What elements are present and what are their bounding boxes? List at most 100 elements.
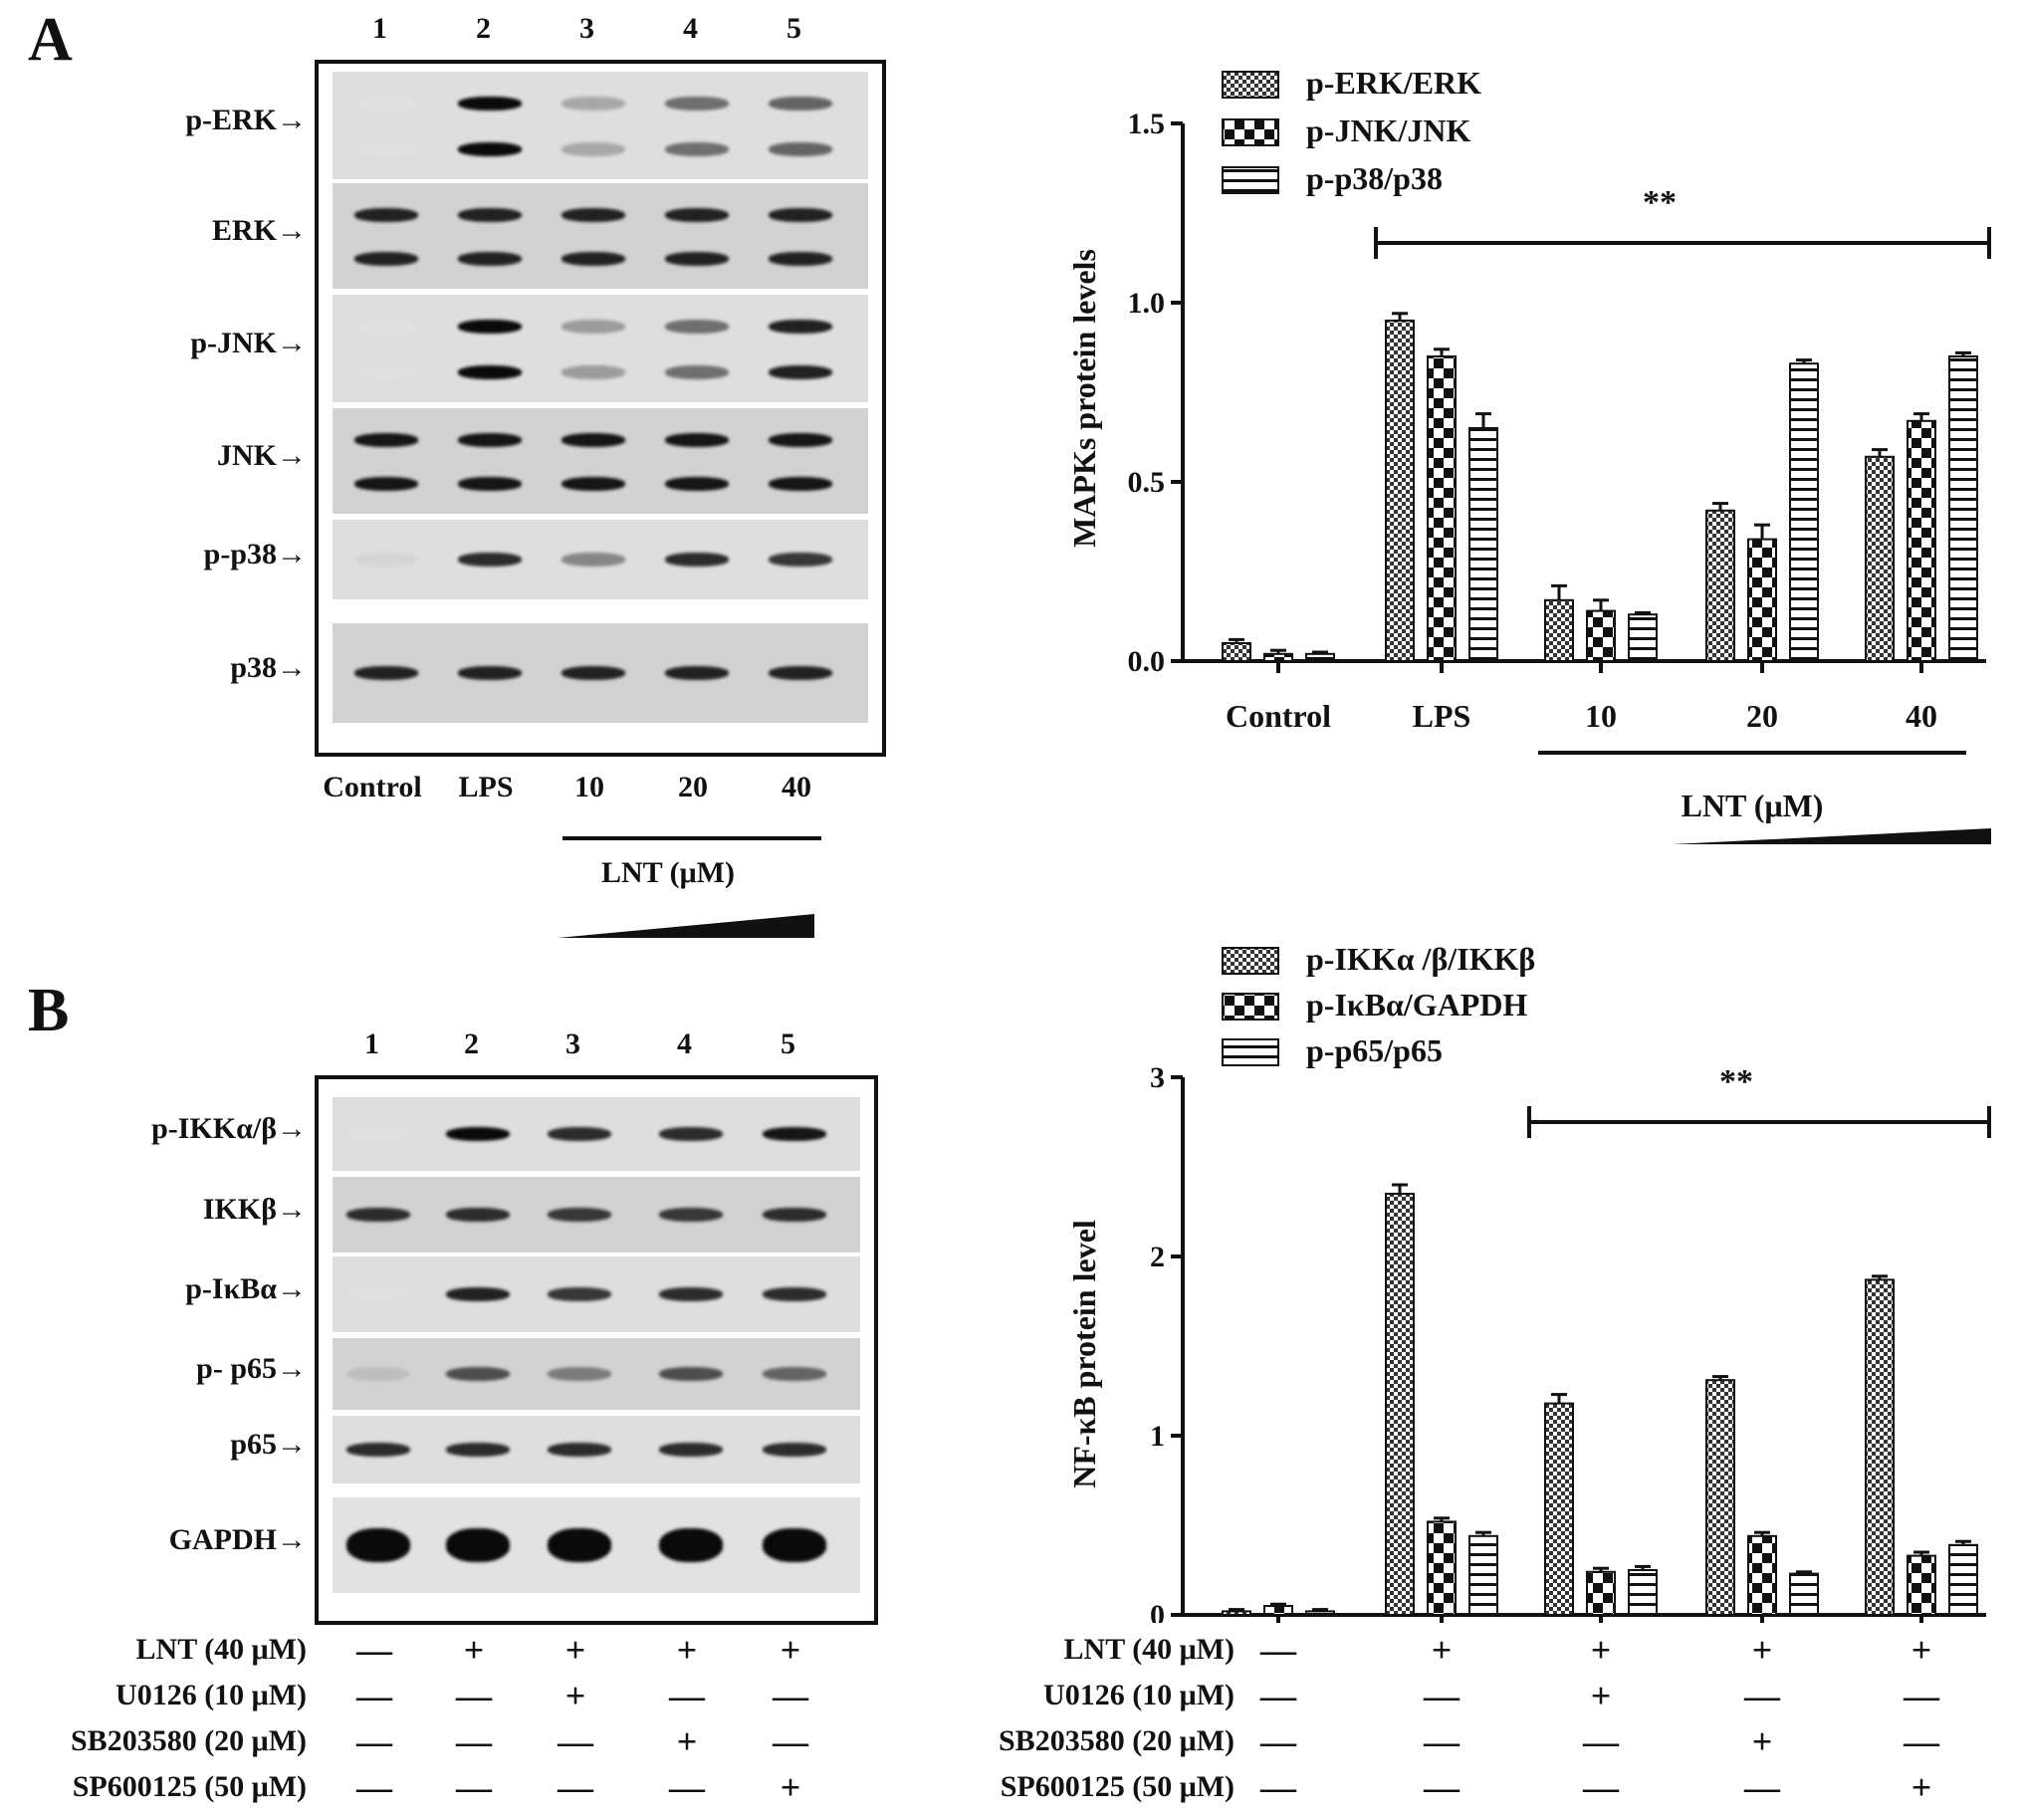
bar <box>1222 642 1251 662</box>
chart-treatment-sign: — <box>1424 1721 1460 1761</box>
legend-label: p-JNK/JNK <box>1306 113 1470 148</box>
blot-band <box>769 477 832 492</box>
treatment-label: U0126 (10 μM) <box>115 1679 307 1711</box>
chart-treatment-label: U0126 (10 μM) <box>1043 1679 1235 1711</box>
blot-band <box>548 1528 611 1562</box>
blot-band <box>769 320 832 335</box>
y-tick-label: 0 <box>1150 1599 1165 1623</box>
blot-band <box>659 1287 723 1301</box>
blot-band <box>446 1443 510 1457</box>
blot-strip <box>333 623 868 723</box>
treatment-sign: — <box>356 1767 392 1807</box>
blot-band <box>446 1528 510 1562</box>
bar <box>1948 355 1978 662</box>
treatment-sign: — <box>456 1767 492 1807</box>
blot-band <box>769 364 832 379</box>
chart-treatment-sign: + <box>1590 1676 1612 1715</box>
bar <box>1747 1534 1777 1616</box>
x-tick-label: 20 <box>1746 698 1778 734</box>
lane-number: 4 <box>683 12 698 45</box>
panel-b-letter: B <box>28 977 70 1044</box>
lane-number: 4 <box>677 1027 692 1060</box>
significance-label: ** <box>1643 184 1677 221</box>
chart-treatment-sign: — <box>1260 1676 1296 1715</box>
blot-band <box>446 1367 510 1381</box>
legend-label: p-IKKα /β/IKKβ <box>1306 941 1535 977</box>
legend-swatch <box>1222 1038 1279 1066</box>
lane-number: 5 <box>781 1027 795 1060</box>
treatment-sign: + <box>676 1721 698 1761</box>
blot-band <box>665 364 729 379</box>
blot-band <box>446 1127 510 1141</box>
bar <box>1948 1543 1978 1616</box>
blot-band <box>548 1208 611 1222</box>
blot-band <box>458 97 522 112</box>
x-tick-label: 10 <box>1585 698 1617 734</box>
lane-number: 2 <box>476 12 491 45</box>
blot-band <box>562 553 625 567</box>
bar <box>1544 1402 1574 1616</box>
bar <box>1789 1572 1819 1616</box>
legend-label: p-IκBα/GAPDH <box>1306 987 1527 1023</box>
blot-band <box>458 364 522 379</box>
blot-band <box>769 432 832 447</box>
lnt-group-label: LNT (μM) <box>1682 788 1824 823</box>
bar <box>1705 509 1735 662</box>
bar <box>1586 1570 1616 1616</box>
x-tick-label: Control <box>1226 698 1331 734</box>
blot-strip <box>333 183 868 289</box>
blot-band <box>354 432 418 447</box>
blot-band <box>548 1443 611 1457</box>
treatment-label: SB203580 (20 μM) <box>71 1724 307 1757</box>
blot-band <box>548 1127 611 1141</box>
bar <box>1427 1520 1457 1617</box>
blot-band <box>665 207 729 222</box>
lane-number: 2 <box>464 1027 479 1060</box>
blot-row-label: p38→ <box>230 651 307 684</box>
blot-band <box>665 477 729 492</box>
chart-treatment-sign: — <box>1424 1767 1460 1807</box>
blot-strip <box>333 1256 860 1332</box>
blot-band <box>665 252 729 267</box>
blot-band <box>458 477 522 492</box>
blot-band <box>769 553 832 567</box>
panel-a-letter: A <box>28 6 73 74</box>
lane-number: 3 <box>579 12 594 45</box>
blot-band <box>354 553 418 567</box>
blot-band <box>763 1528 826 1562</box>
y-tick-label: 2 <box>1150 1241 1165 1273</box>
treatment-sign: — <box>773 1676 808 1715</box>
blot-band <box>763 1127 826 1141</box>
treatment-sign: — <box>356 1676 392 1715</box>
bar <box>1747 538 1777 663</box>
blot-band <box>763 1367 826 1381</box>
chart-treatment-sign: — <box>1583 1767 1619 1807</box>
treatment-sign: + <box>564 1630 586 1670</box>
blot-band <box>659 1208 723 1222</box>
lane-number: 1 <box>372 12 387 45</box>
blot-band <box>659 1443 723 1457</box>
panel-b-blot <box>315 1075 878 1625</box>
blot-band <box>562 97 625 112</box>
chart-treatment-sign: + <box>1751 1630 1773 1670</box>
lane-number: 1 <box>364 1027 379 1060</box>
blot-band <box>458 666 522 680</box>
bar <box>1222 1610 1251 1617</box>
blot-band <box>458 207 522 222</box>
treatment-sign: + <box>463 1630 485 1670</box>
blot-band <box>458 252 522 267</box>
blot-band <box>769 252 832 267</box>
bar <box>1628 613 1658 663</box>
bar <box>1305 652 1335 662</box>
x-tick-label: 40 <box>1906 698 1937 734</box>
bar <box>1586 609 1616 662</box>
y-tick-label: 1.0 <box>1128 287 1166 320</box>
blot-band <box>354 320 418 335</box>
chart-treatment-sign: — <box>1904 1676 1939 1715</box>
treatment-sign: — <box>669 1676 705 1715</box>
condition-label: LPS <box>458 771 514 803</box>
y-tick-label: 3 <box>1150 1061 1165 1094</box>
chart-treatment-sign: + <box>1431 1630 1453 1670</box>
treatment-sign: — <box>558 1767 593 1807</box>
blot-row-label: GAPDH→ <box>168 1523 307 1556</box>
